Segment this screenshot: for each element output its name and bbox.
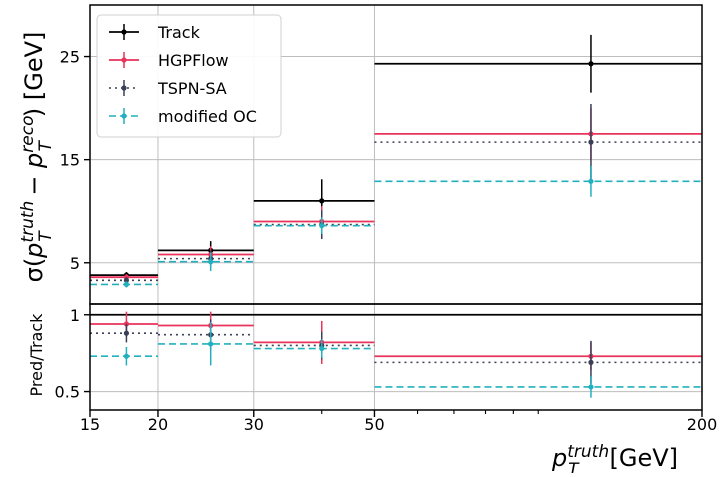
top-point: [208, 259, 213, 264]
x-axis-label: ptruth T [GeV]: [551, 442, 678, 473]
x-tick-label: 50: [364, 415, 384, 434]
legend-marker: [121, 57, 126, 62]
legend: Track HGPFlow TSPN-SA modified OC: [97, 15, 281, 137]
ratio-y-axis-label: Pred/Track: [27, 313, 46, 397]
top-point: [124, 282, 129, 287]
ratio-point: [208, 341, 213, 346]
top-y-tick-label: 5: [70, 254, 80, 273]
ratio-series-modified-oc: [90, 322, 702, 397]
legend-label: HGPFlow: [158, 51, 229, 70]
ratio-y-tick-label: 0.5: [55, 383, 80, 402]
top-point: [588, 140, 593, 145]
ratio-point: [588, 384, 593, 389]
top-series-modified-oc: [90, 166, 702, 288]
legend-marker: [121, 29, 126, 34]
ratio-point: [124, 354, 129, 359]
x-tick-label: 200: [687, 415, 718, 434]
y-axis-label: σ(ptruthT − precoT) [GeV]: [18, 32, 56, 283]
ratio-point: [124, 331, 129, 336]
legend-label: TSPN-SA: [157, 79, 227, 98]
ratio-point: [319, 346, 324, 351]
top-y-tick-label: 25: [60, 48, 80, 67]
x-tick-label: 15: [80, 415, 100, 434]
top-y-tick-label: 15: [60, 151, 80, 170]
ratio-series-tspn-sa: [90, 319, 702, 384]
legend-label: modified OC: [158, 107, 257, 126]
top-point: [319, 223, 324, 228]
legend-marker: [121, 113, 126, 118]
top-point: [319, 198, 324, 203]
top-point: [588, 179, 593, 184]
ratio-y-tick-label: 1: [70, 306, 80, 325]
ratio-panel-series: [90, 312, 702, 398]
legend-marker: [121, 85, 126, 90]
top-point: [588, 61, 593, 66]
ratio-point: [588, 360, 593, 365]
ratio-series-hgpflow: [90, 312, 702, 370]
x-tick-label: 30: [244, 415, 264, 434]
x-tick-label: 20: [148, 415, 168, 434]
legend-label: Track: [157, 23, 201, 42]
